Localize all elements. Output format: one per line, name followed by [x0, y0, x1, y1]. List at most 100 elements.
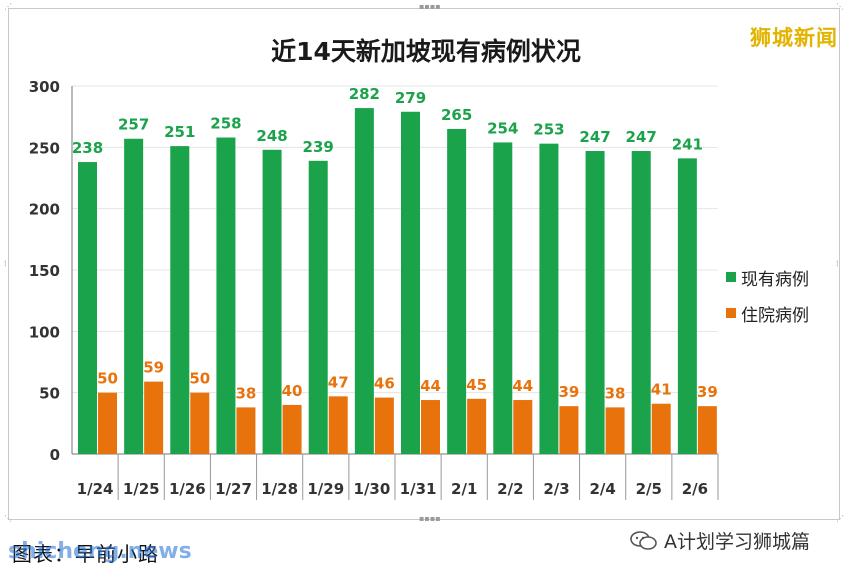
- data-label-hospital: 59: [143, 359, 164, 377]
- bar-hospital: [651, 403, 671, 454]
- data-label-current: 279: [395, 89, 426, 107]
- bar-hospital: [605, 407, 625, 454]
- x-tick-label: 2/4: [589, 480, 615, 498]
- data-label-current: 265: [441, 106, 472, 124]
- bar-current: [308, 160, 328, 454]
- x-tick-label: 1/31: [400, 480, 437, 498]
- brand-watermark: 狮城新闻: [750, 26, 838, 50]
- data-label-hospital: 38: [235, 384, 256, 402]
- data-label-current: 239: [303, 138, 334, 156]
- bar-hospital: [421, 400, 440, 454]
- resize-handle-left[interactable]: ⁞: [4, 259, 7, 268]
- data-label-hospital: 47: [328, 373, 349, 391]
- resize-handle-topleft[interactable]: ⋰: [4, 2, 12, 11]
- legend-item-current: 现有病例: [726, 266, 809, 290]
- data-label-current: 258: [210, 115, 241, 133]
- bar-current: [677, 158, 697, 454]
- bar-hospital: [513, 400, 533, 454]
- data-label-current: 253: [533, 121, 564, 139]
- data-label-hospital: 50: [97, 370, 118, 388]
- bar-hospital: [467, 398, 487, 454]
- data-label-hospital: 40: [282, 382, 303, 400]
- wechat-icon: [630, 530, 658, 552]
- data-label-current: 251: [164, 123, 195, 141]
- bar-current: [170, 146, 190, 454]
- bar-hospital: [236, 407, 256, 454]
- bar-current: [78, 162, 97, 454]
- bar-current: [539, 143, 559, 455]
- data-label-hospital: 50: [189, 370, 210, 388]
- bar-current: [401, 111, 420, 454]
- x-tick-label: 1/30: [354, 480, 391, 498]
- bar-current: [631, 151, 651, 454]
- data-label-hospital: 39: [697, 383, 718, 401]
- y-tick-label: 200: [29, 201, 60, 219]
- y-tick-label: 100: [29, 323, 60, 341]
- data-label-hospital: 44: [512, 377, 533, 395]
- data-label-current: 241: [672, 135, 703, 153]
- x-tick-label: 1/26: [169, 480, 206, 498]
- bar-current: [216, 137, 236, 454]
- bar-hospital: [144, 381, 164, 454]
- bar-hospital: [190, 392, 210, 454]
- x-tick-label: 1/25: [123, 480, 160, 498]
- y-tick-label: 50: [39, 385, 60, 403]
- bar-hospital: [328, 396, 348, 454]
- bar-current: [262, 149, 282, 454]
- bar-current: [493, 142, 513, 454]
- chart-credit: 图表：早前小路: [12, 542, 159, 566]
- data-label-current: 248: [256, 127, 287, 145]
- x-tick-label: 2/3: [543, 480, 569, 498]
- data-label-hospital: 41: [651, 381, 672, 399]
- data-label-hospital: 44: [420, 377, 441, 395]
- legend-label-current: 现有病例: [741, 269, 809, 290]
- bar-current: [447, 128, 467, 454]
- bar-hospital: [559, 406, 579, 454]
- chart-legend: 现有病例 住院病例: [726, 266, 809, 338]
- data-label-hospital: 38: [605, 384, 626, 402]
- data-label-hospital: 46: [374, 375, 395, 393]
- y-tick-label: 300: [29, 78, 60, 96]
- data-label-hospital: 39: [558, 383, 579, 401]
- bar-current: [354, 108, 374, 454]
- legend-swatch-current: [726, 272, 736, 282]
- resize-handle-right[interactable]: ⁞: [836, 259, 839, 268]
- data-label-hospital: 45: [466, 376, 487, 394]
- resize-handle-bottomleft[interactable]: ⋱: [4, 514, 12, 523]
- x-tick-label: 2/2: [497, 480, 523, 498]
- y-tick-label: 250: [29, 139, 60, 157]
- resize-handle-topright[interactable]: ⋱: [836, 2, 844, 11]
- bar-hospital: [697, 406, 717, 454]
- wechat-account[interactable]: A计划学习狮城篇: [630, 527, 810, 554]
- data-label-current: 254: [487, 119, 518, 137]
- chart-title: 近14天新加坡现有病例状况: [271, 37, 581, 66]
- x-tick-label: 1/29: [307, 480, 344, 498]
- wechat-account-name: A计划学习狮城篇: [664, 531, 810, 553]
- legend-swatch-hospital: [726, 308, 736, 318]
- x-tick-label: 1/28: [261, 480, 298, 498]
- x-tick-label: 2/1: [451, 480, 477, 498]
- data-label-current: 238: [72, 139, 103, 157]
- resize-handle-bottomright[interactable]: ⋰: [836, 514, 844, 523]
- data-label-current: 247: [626, 128, 657, 146]
- data-label-current: 282: [349, 85, 380, 103]
- y-tick-label: 150: [29, 262, 60, 280]
- legend-item-hospital: 住院病例: [726, 302, 809, 326]
- x-tick-label: 1/24: [77, 480, 114, 498]
- y-tick-label: 0: [50, 446, 60, 464]
- site-watermark: shicheng.news: [8, 539, 192, 564]
- legend-label-hospital: 住院病例: [741, 305, 809, 326]
- x-tick-label: 2/6: [682, 480, 708, 498]
- bar-current: [585, 151, 605, 454]
- data-label-current: 247: [579, 128, 610, 146]
- bar-hospital: [98, 392, 117, 454]
- bar-current: [124, 138, 144, 454]
- x-tick-label: 1/27: [215, 480, 252, 498]
- bar-hospital: [374, 397, 394, 454]
- data-label-current: 257: [118, 116, 149, 134]
- resize-handle-top[interactable]: ▪▪▪▪: [419, 2, 441, 11]
- resize-handle-bottom[interactable]: ▪▪▪▪: [419, 514, 441, 523]
- bar-hospital: [282, 404, 302, 454]
- x-tick-label: 2/5: [636, 480, 662, 498]
